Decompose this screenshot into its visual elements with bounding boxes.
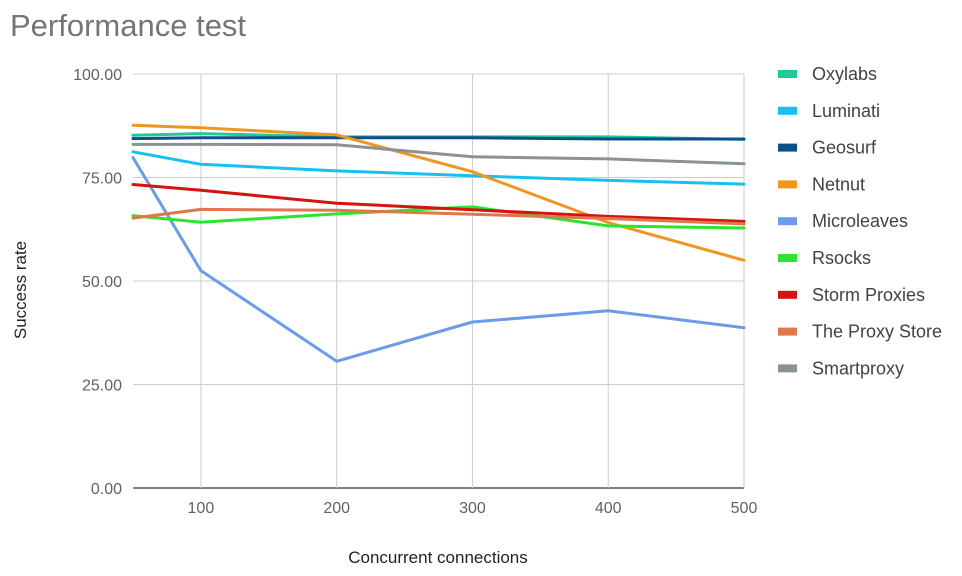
- y-tick-label: 100.00: [73, 67, 122, 84]
- y-tick-label: 50.00: [82, 274, 122, 291]
- legend-swatch: [778, 254, 797, 262]
- x-axis-label: Concurrent connections: [348, 548, 528, 567]
- legend-label: Luminati: [812, 101, 880, 121]
- series-line-rsocks: [131, 205, 746, 230]
- legend-label: Geosurf: [812, 138, 877, 158]
- series-line-luminati: [131, 150, 746, 186]
- legend-label: The Proxy Store: [812, 322, 942, 342]
- legend-swatch: [778, 70, 797, 78]
- x-tick-label: 200: [323, 500, 350, 517]
- y-tick-label: 0.00: [91, 481, 122, 498]
- series-line-storm-proxies: [131, 183, 746, 223]
- chart-title: Performance test: [10, 8, 246, 43]
- legend-swatch: [778, 364, 797, 373]
- x-tick-label: 100: [188, 500, 215, 517]
- legend-label: Oxylabs: [812, 64, 877, 84]
- series-line-the-proxy-store: [131, 207, 746, 226]
- y-axis-ticks: 0.00 25.00 50.00 75.00 100.00: [73, 67, 122, 498]
- legend-swatch: [778, 217, 797, 226]
- legend-label: Netnut: [812, 174, 865, 194]
- x-tick-label: 400: [595, 500, 622, 517]
- legend-swatch: [778, 106, 797, 115]
- legend-label: Microleaves: [812, 211, 908, 231]
- series-line-netnut: [131, 123, 746, 262]
- legend-swatch: [778, 327, 797, 336]
- legend-swatch: [778, 143, 797, 152]
- x-tick-label: 500: [731, 500, 758, 517]
- legend-label: Rsocks: [812, 248, 871, 268]
- chart-series-lines: [131, 123, 746, 363]
- legend-swatch: [778, 290, 797, 299]
- series-line-smartproxy: [131, 142, 746, 166]
- y-axis-label: Success rate: [11, 241, 30, 339]
- x-axis-ticks: 100 200 300 400 500: [188, 500, 758, 517]
- y-tick-label: 25.00: [82, 378, 122, 395]
- series-line-microleaves: [131, 156, 746, 363]
- legend-swatch: [778, 180, 797, 189]
- legend-label: Smartproxy: [812, 358, 904, 378]
- legend-label: Storm Proxies: [812, 285, 925, 305]
- series-line-geosurf: [131, 136, 746, 141]
- y-tick-label: 75.00: [82, 171, 122, 188]
- x-tick-label: 300: [459, 500, 486, 517]
- chart-legend: Oxylabs Luminati Geosurf Netnut Microleaves R…: [778, 64, 942, 378]
